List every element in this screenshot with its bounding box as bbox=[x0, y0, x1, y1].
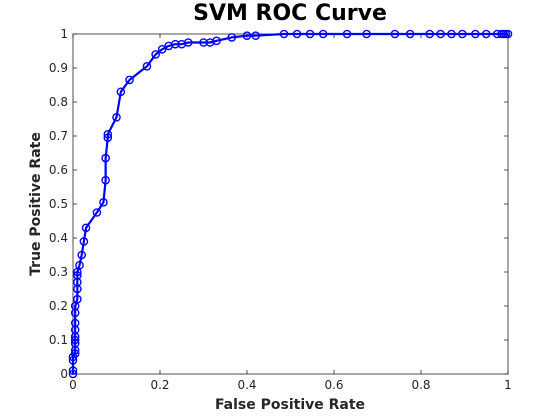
roc-series bbox=[68, 29, 513, 379]
x-tick-label: 0.6 bbox=[324, 378, 343, 392]
y-tick-label: 0.5 bbox=[49, 197, 68, 211]
roc-point-marker bbox=[68, 366, 78, 375]
roc-point-marker bbox=[183, 38, 193, 47]
roc-point-marker bbox=[390, 29, 400, 39]
roc-point-marker bbox=[73, 271, 82, 280]
roc-point-marker bbox=[103, 129, 113, 139]
x-tick-label: 0 bbox=[69, 378, 77, 392]
roc-point-marker bbox=[77, 250, 86, 260]
x-axis-ticks: 0 0.2 0.4 0.6 0.8 1 bbox=[69, 34, 512, 392]
roc-point-marker bbox=[242, 31, 252, 41]
roc-point-marker bbox=[279, 29, 289, 39]
y-tick-label: 0.8 bbox=[49, 95, 68, 109]
y-tick-label: 0.9 bbox=[49, 61, 68, 75]
x-tick-label: 0.4 bbox=[237, 378, 256, 392]
x-axis-title: False Positive Rate bbox=[215, 397, 365, 413]
roc-point-marker bbox=[73, 294, 82, 304]
roc-curve-line bbox=[71, 32, 508, 374]
y-tick-label: 0 bbox=[60, 367, 68, 381]
y-tick-label: 0.3 bbox=[49, 265, 68, 279]
roc-point-marker bbox=[103, 133, 113, 142]
roc-point-marker bbox=[75, 260, 84, 270]
roc-point-marker bbox=[68, 369, 78, 379]
roc-point-marker bbox=[342, 29, 352, 39]
roc-point-marker bbox=[142, 62, 152, 71]
y-tick-label: 0.2 bbox=[49, 299, 68, 313]
y-tick-label: 0.6 bbox=[49, 163, 68, 177]
y-tick-label: 0.4 bbox=[49, 231, 68, 245]
roc-point-marker bbox=[436, 29, 445, 39]
roc-point-marker bbox=[99, 197, 108, 207]
roc-point-marker bbox=[116, 87, 126, 97]
roc-point-marker bbox=[79, 237, 89, 246]
y-tick-label: 0.7 bbox=[49, 129, 68, 143]
chart-title: SVM ROC Curve bbox=[193, 1, 387, 26]
roc-point-marker bbox=[305, 29, 315, 39]
roc-point-marker bbox=[157, 45, 167, 54]
roc-point-marker bbox=[251, 31, 260, 41]
y-axis-ticks: 0 0.1 0.2 0.3 0.4 0.5 0.6 0.7 0.8 0.9 1 bbox=[49, 27, 508, 381]
roc-point-marker bbox=[70, 349, 80, 358]
roc-point-marker bbox=[212, 36, 221, 46]
roc-point-marker bbox=[227, 33, 237, 42]
roc-point-marker bbox=[112, 113, 121, 122]
roc-point-marker bbox=[405, 29, 415, 39]
roc-point-marker bbox=[318, 29, 328, 39]
roc-point-marker bbox=[425, 29, 435, 39]
y-tick-label: 0.1 bbox=[49, 333, 68, 347]
roc-point-marker bbox=[92, 208, 102, 217]
roc-point-marker bbox=[447, 29, 456, 39]
roc-point-marker bbox=[151, 50, 160, 59]
roc-point-marker bbox=[125, 75, 134, 85]
y-axis-title: True Positive Rate bbox=[28, 132, 44, 276]
roc-point-marker bbox=[81, 223, 91, 233]
x-tick-label: 0.8 bbox=[411, 378, 430, 392]
roc-point-marker bbox=[471, 29, 480, 39]
roc-point-marker bbox=[70, 318, 80, 328]
x-tick-label: 1 bbox=[504, 378, 512, 392]
roc-point-marker bbox=[292, 29, 302, 39]
roc-point-marker bbox=[101, 153, 110, 163]
roc-point-marker bbox=[101, 175, 110, 185]
roc-point-marker bbox=[70, 335, 80, 345]
roc-point-marker bbox=[503, 29, 513, 39]
roc-point-marker bbox=[458, 29, 467, 39]
y-tick-label: 1 bbox=[60, 27, 68, 41]
plot-area-frame bbox=[72, 33, 509, 375]
x-tick-label: 0.2 bbox=[150, 378, 169, 392]
roc-point-marker bbox=[481, 29, 491, 39]
roc-point-marker bbox=[362, 29, 371, 39]
